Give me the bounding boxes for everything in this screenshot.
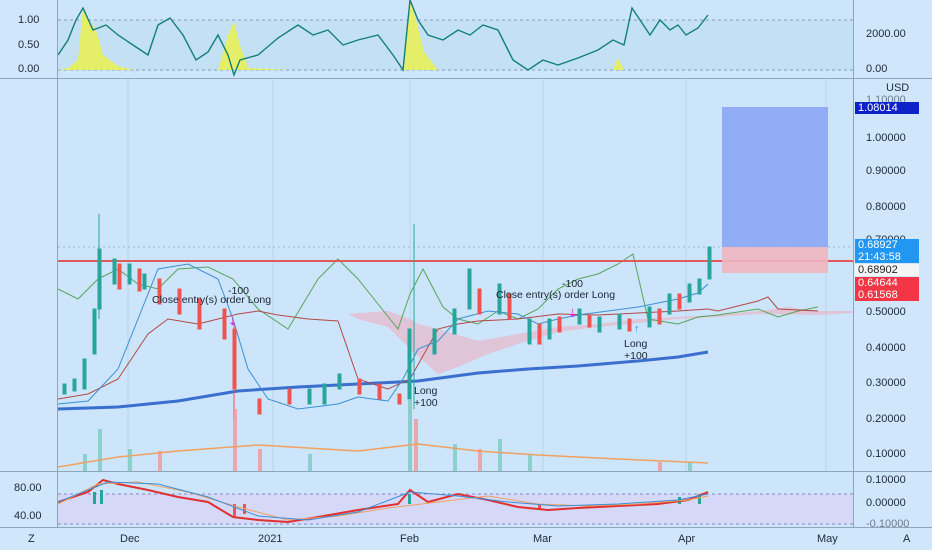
auto-scale-button[interactable]: A	[903, 533, 911, 545]
exit-marker: ⇣	[568, 308, 577, 320]
currency-label: USD	[886, 82, 910, 94]
price-tick: 0.50000	[866, 306, 906, 318]
long-entry-arrow: ↑	[411, 370, 417, 382]
trade-label-close: Close entry(s) order Long	[496, 289, 616, 301]
time-label: Mar	[533, 533, 552, 545]
bar-countdown: 21:43:58	[858, 251, 901, 263]
price-tick: 0.20000	[866, 413, 906, 425]
moving-average-long	[58, 350, 709, 411]
bottom-left-tick: 40.00	[14, 510, 42, 522]
time-label: 2021	[258, 533, 283, 545]
price-tag-last: 0.68927 21:43:58	[855, 239, 919, 263]
price-tag-stop: 0.64644	[855, 277, 919, 289]
trade-label-close: Close entry(s) order Long	[152, 294, 272, 306]
time-label: May	[817, 533, 838, 545]
price-chart-plot: ↑ ↑ ⇣ ⇣	[58, 79, 853, 471]
bottom-right-tick: 0.10000	[866, 474, 906, 486]
price-tick: 0.30000	[866, 377, 906, 389]
price-chart-pane[interactable]: ↑ ↑ ⇣ ⇣ Close entry(s) order Long -100 C…	[58, 79, 853, 471]
target-zone	[722, 107, 828, 247]
trade-label-long: Long	[414, 385, 438, 397]
bottom-left-tick: 80.00	[14, 482, 42, 494]
ichimoku-cloud	[348, 307, 853, 374]
exit-marker: ⇣	[228, 316, 237, 328]
price-tick: 0.40000	[866, 342, 906, 354]
time-label: Apr	[678, 533, 696, 545]
bottom-right-scale[interactable]: 0.10000 0.00000 -0.10000	[853, 472, 932, 530]
bottom-indicator-pane[interactable]	[58, 472, 853, 527]
top-indicator-plot	[58, 0, 853, 78]
price-tick: 0.10000	[866, 448, 906, 460]
pane-separator[interactable]	[0, 78, 932, 79]
top-right-tick: 2000.00	[866, 28, 906, 40]
price-tick: 0.80000	[866, 201, 906, 213]
ichimoku-span-green	[58, 253, 819, 331]
ichimoku-base-line	[58, 263, 709, 410]
time-label: Feb	[400, 533, 419, 545]
bottom-indicator-plot	[58, 478, 853, 525]
top-left-tick: 1.00	[18, 14, 40, 26]
price-tag-stop: 0.61568	[855, 289, 919, 301]
bottom-right-tick: 0.00000	[866, 497, 906, 509]
top-left-scale[interactable]: 1.00 0.50 0.00	[0, 0, 58, 78]
trade-qty-label: +100	[624, 350, 648, 362]
last-price: 0.68927	[858, 239, 898, 251]
candlesticks	[62, 214, 712, 419]
price-tick: 1.00000	[866, 132, 906, 144]
trade-qty-label: -100	[562, 278, 584, 290]
time-axis[interactable]: Z Dec 2021 Feb Mar Apr May A	[0, 528, 932, 550]
long-entry-arrow: ↑	[634, 323, 640, 335]
price-tick: 0.90000	[866, 165, 906, 177]
pane-separator[interactable]	[0, 527, 932, 528]
bottom-left-scale[interactable]: 80.00 40.00	[0, 472, 58, 527]
price-tag-entry: 0.68902	[855, 264, 919, 276]
volume-bars	[83, 399, 692, 471]
top-right-scale[interactable]: 2000.00 0.00	[853, 0, 932, 78]
price-tag-target: 1.08014	[855, 102, 919, 114]
top-indicator-pane[interactable]	[58, 0, 853, 78]
timezone-button[interactable]: Z	[28, 533, 35, 545]
pane-separator[interactable]	[0, 471, 932, 472]
main-left-scale[interactable]	[0, 79, 58, 471]
time-label: Dec	[120, 533, 140, 545]
trade-qty-label: -100	[228, 285, 250, 297]
top-left-tick: 0.50	[18, 39, 40, 51]
trade-qty-label: +100	[414, 397, 438, 409]
top-left-tick: 0.00	[18, 63, 40, 75]
trade-label-long: Long	[624, 338, 648, 350]
top-right-tick: 0.00	[866, 63, 888, 75]
stop-zone	[722, 247, 828, 273]
